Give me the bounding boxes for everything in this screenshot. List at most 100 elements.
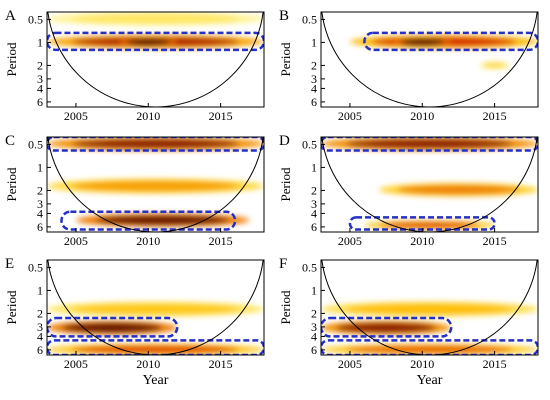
power-feature — [483, 62, 506, 68]
y-tick-label: 1 — [311, 160, 317, 174]
y-tick-label: 1 — [311, 35, 317, 49]
y-axis-label: Period — [4, 290, 19, 324]
x-tick-label: 2015 — [483, 109, 507, 123]
y-tick-label: 0.5 — [302, 12, 317, 26]
power-feature — [72, 345, 239, 354]
cone-of-influence — [47, 137, 264, 232]
x-tick-label: 2010 — [410, 357, 434, 371]
y-tick-label: 2 — [37, 183, 43, 197]
plot-area — [47, 12, 264, 107]
plot-area — [321, 12, 538, 107]
significance-contour — [47, 31, 264, 52]
x-tick-label: 2015 — [209, 234, 233, 248]
y-tick-label: 3 — [311, 320, 317, 334]
significance-contour — [363, 31, 538, 52]
y-tick-label: 2 — [311, 183, 317, 197]
power-feature — [72, 303, 239, 315]
x-tick-label: 2005 — [64, 109, 88, 123]
plot-frame — [320, 136, 539, 233]
plot-frame — [46, 136, 265, 233]
cone-of-influence — [47, 260, 264, 355]
power-feature — [72, 138, 239, 149]
x-tick-label: 2015 — [483, 234, 507, 248]
y-tick-label: 3 — [37, 320, 43, 334]
x-axis-label: Year — [143, 373, 169, 388]
panel-label: E — [5, 256, 14, 272]
power-feature — [346, 138, 513, 149]
y-tick-label: 3 — [311, 72, 317, 86]
y-tick-label: 0.5 — [302, 137, 317, 151]
x-tick-label: 2010 — [410, 109, 434, 123]
y-axis-label: Period — [278, 290, 293, 324]
panel-label: D — [279, 133, 290, 149]
x-tick-label: 2005 — [64, 234, 88, 248]
y-tick-label: 4 — [37, 329, 43, 343]
y-tick-label: 1 — [37, 35, 43, 49]
y-tick-label: 6 — [37, 220, 43, 234]
panel-label: A — [5, 8, 16, 24]
y-axis-label: Period — [278, 167, 293, 201]
x-tick-label: 2005 — [64, 357, 88, 371]
panel-label: C — [5, 133, 15, 149]
y-tick-label: 6 — [37, 343, 43, 357]
plot-frame — [46, 11, 265, 108]
y-tick-label: 1 — [37, 160, 43, 174]
cone-of-influence — [47, 12, 264, 107]
x-tick-label: 2015 — [209, 357, 233, 371]
power-field — [47, 137, 264, 227]
power-feature — [72, 13, 239, 24]
y-tick-label: 0.5 — [28, 137, 43, 151]
significance-contour — [321, 316, 453, 338]
y-tick-label: 0.5 — [28, 12, 43, 26]
power-feature — [72, 180, 239, 192]
significance-contour — [47, 137, 264, 152]
y-tick-label: 6 — [311, 220, 317, 234]
y-tick-label: 1 — [37, 283, 43, 297]
y-tick-label: 0.5 — [302, 260, 317, 274]
power-feature — [95, 215, 230, 225]
y-axis-label: Period — [4, 42, 19, 76]
y-tick-label: 6 — [37, 95, 43, 109]
y-tick-label: 2 — [311, 58, 317, 72]
x-axis-label: Year — [417, 373, 443, 388]
x-tick-label: 2015 — [483, 357, 507, 371]
y-tick-label: 2 — [37, 306, 43, 320]
y-axis-label: Period — [278, 42, 293, 76]
x-tick-label: 2005 — [338, 234, 362, 248]
panel-label: B — [279, 8, 289, 24]
plot-frame — [320, 11, 539, 108]
y-tick-label: 3 — [37, 72, 43, 86]
y-tick-label: 6 — [311, 95, 317, 109]
y-tick-label: 4 — [311, 329, 317, 343]
plot-frame — [320, 259, 539, 356]
plot-frame — [46, 259, 265, 356]
y-tick-label: 3 — [37, 197, 43, 211]
y-tick-label: 4 — [311, 206, 317, 220]
cone-of-influence — [321, 260, 538, 355]
power-feature — [126, 38, 171, 46]
cone-of-influence — [321, 137, 538, 232]
panel-label: F — [279, 256, 287, 272]
power-feature — [400, 38, 445, 46]
cone-of-influence — [321, 12, 538, 107]
x-tick-label: 2010 — [136, 234, 160, 248]
significance-contour — [321, 137, 538, 152]
y-axis-label: Period — [4, 167, 19, 201]
x-tick-label: 2010 — [136, 357, 160, 371]
x-tick-label: 2010 — [136, 109, 160, 123]
power-feature — [346, 345, 513, 354]
power-field — [321, 137, 538, 230]
x-tick-label: 2005 — [338, 109, 362, 123]
y-tick-label: 2 — [311, 306, 317, 320]
y-tick-label: 2 — [37, 58, 43, 72]
y-tick-label: 4 — [311, 81, 317, 95]
y-tick-label: 3 — [311, 197, 317, 211]
y-tick-label: 4 — [37, 81, 43, 95]
power-field — [349, 35, 538, 69]
